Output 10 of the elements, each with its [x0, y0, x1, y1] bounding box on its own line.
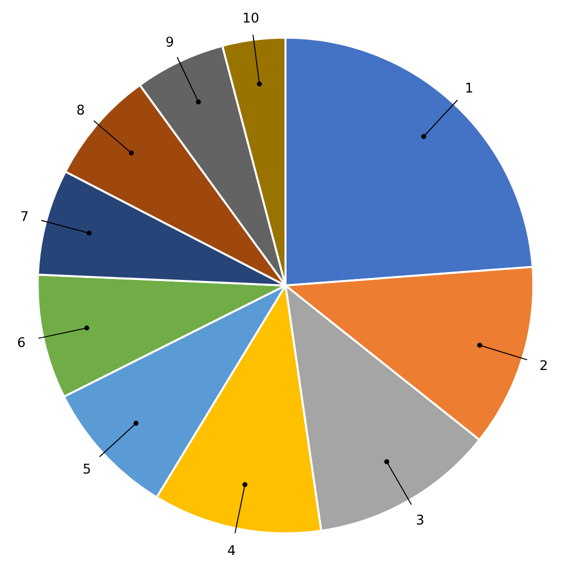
slice-label: 5	[82, 462, 92, 478]
slice-label: 9	[165, 35, 174, 50]
slice-label: 4	[227, 544, 236, 560]
slice-label: 3	[416, 514, 424, 529]
slice-label: 1	[464, 81, 474, 96]
slice-label: 7	[20, 210, 29, 225]
slice-label: 2	[539, 358, 548, 374]
slice-label: 6	[17, 336, 26, 351]
slice-label: 10	[242, 12, 260, 27]
slice-label: 8	[76, 103, 85, 118]
